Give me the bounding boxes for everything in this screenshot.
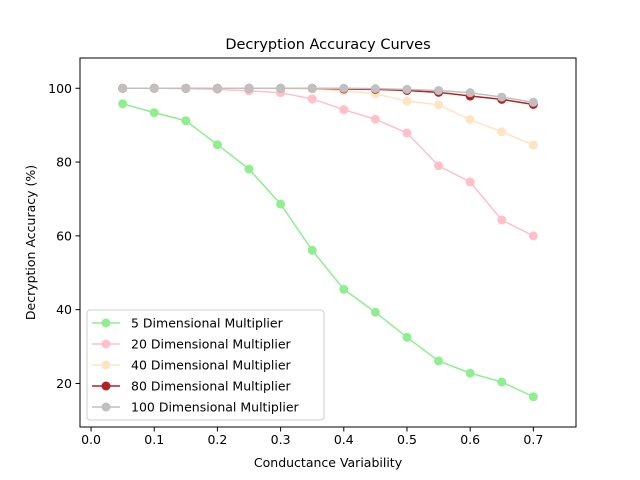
data-point — [402, 128, 412, 138]
legend-entry-label: 20 Dimensional Multiplier — [131, 337, 292, 352]
data-point — [339, 284, 349, 294]
data-point — [402, 332, 412, 342]
y-axis-label: Decryption Accuracy (%) — [23, 165, 38, 320]
data-point — [307, 245, 317, 255]
y-tick-label: 60 — [56, 228, 72, 243]
data-point — [434, 356, 444, 366]
data-point — [276, 83, 286, 93]
legend-swatch-marker — [101, 381, 111, 391]
data-point — [497, 127, 507, 137]
legend-swatch-marker — [101, 318, 111, 328]
x-tick-label: 0.3 — [271, 432, 291, 447]
legend-entry-label: 40 Dimensional Multiplier — [131, 358, 292, 373]
data-point — [528, 97, 538, 107]
data-point — [370, 84, 380, 94]
data-point — [181, 116, 191, 126]
data-point — [465, 115, 475, 125]
y-axis-ticks: 20 40 60 80 100 — [48, 81, 80, 391]
legend-box — [86, 309, 325, 421]
data-point — [307, 94, 317, 104]
x-tick-label: 0.6 — [460, 432, 480, 447]
data-point — [497, 92, 507, 102]
data-point — [434, 85, 444, 95]
data-point — [528, 140, 538, 150]
data-point — [465, 88, 475, 98]
plot-frame — [79, 57, 577, 428]
series-layer — [118, 83, 538, 402]
x-tick-label: 0.0 — [81, 432, 101, 447]
data-point — [339, 105, 349, 115]
data-point — [370, 114, 380, 124]
y-tick-label: 100 — [48, 81, 72, 96]
y-tick-label: 40 — [56, 302, 72, 317]
data-point — [244, 83, 254, 93]
x-axis-ticks: 0.0 0.1 0.2 0.3 0.4 0.5 0.6 0.7 — [81, 427, 543, 447]
data-point — [149, 83, 159, 93]
data-point — [528, 392, 538, 402]
y-tick-label: 80 — [56, 155, 72, 170]
legend-swatch-marker — [101, 339, 111, 349]
legend-swatch-marker — [101, 402, 111, 412]
x-tick-label: 0.5 — [397, 432, 417, 447]
data-point — [118, 99, 128, 109]
legend-swatch-marker — [101, 360, 111, 370]
data-point — [118, 83, 128, 93]
data-point — [181, 83, 191, 93]
data-point — [465, 368, 475, 378]
x-tick-label: 0.4 — [334, 432, 354, 447]
data-point — [528, 231, 538, 241]
series-line — [122, 87, 534, 104]
x-tick-label: 0.2 — [207, 432, 227, 447]
data-point — [212, 140, 222, 150]
data-point — [434, 161, 444, 171]
y-tick-label: 20 — [56, 376, 72, 391]
data-point — [149, 108, 159, 118]
data-point — [212, 83, 222, 93]
data-point — [497, 377, 507, 387]
data-point — [434, 100, 444, 110]
legend-entry-label: 100 Dimensional Multiplier — [131, 400, 300, 415]
data-point — [465, 177, 475, 187]
series-group — [118, 99, 538, 402]
legend: 5 Dimensional Multiplier 20 Dimensional M… — [86, 309, 325, 421]
x-tick-label: 0.7 — [523, 432, 543, 447]
data-point — [339, 83, 349, 93]
data-point — [370, 307, 380, 317]
data-point — [244, 164, 254, 174]
series-line — [122, 103, 534, 398]
data-point — [307, 83, 317, 93]
data-point — [276, 199, 286, 209]
data-point — [402, 96, 412, 106]
legend-entry-label: 80 Dimensional Multiplier — [131, 379, 292, 394]
data-point — [402, 84, 412, 94]
x-axis-label: Conductance Variability — [254, 455, 403, 470]
data-point — [497, 215, 507, 225]
chart-title: Decryption Accuracy Curves — [225, 37, 430, 53]
x-tick-label: 0.1 — [144, 432, 164, 447]
legend-entry-label: 5 Dimensional Multiplier — [131, 316, 284, 331]
series-group — [118, 83, 538, 107]
